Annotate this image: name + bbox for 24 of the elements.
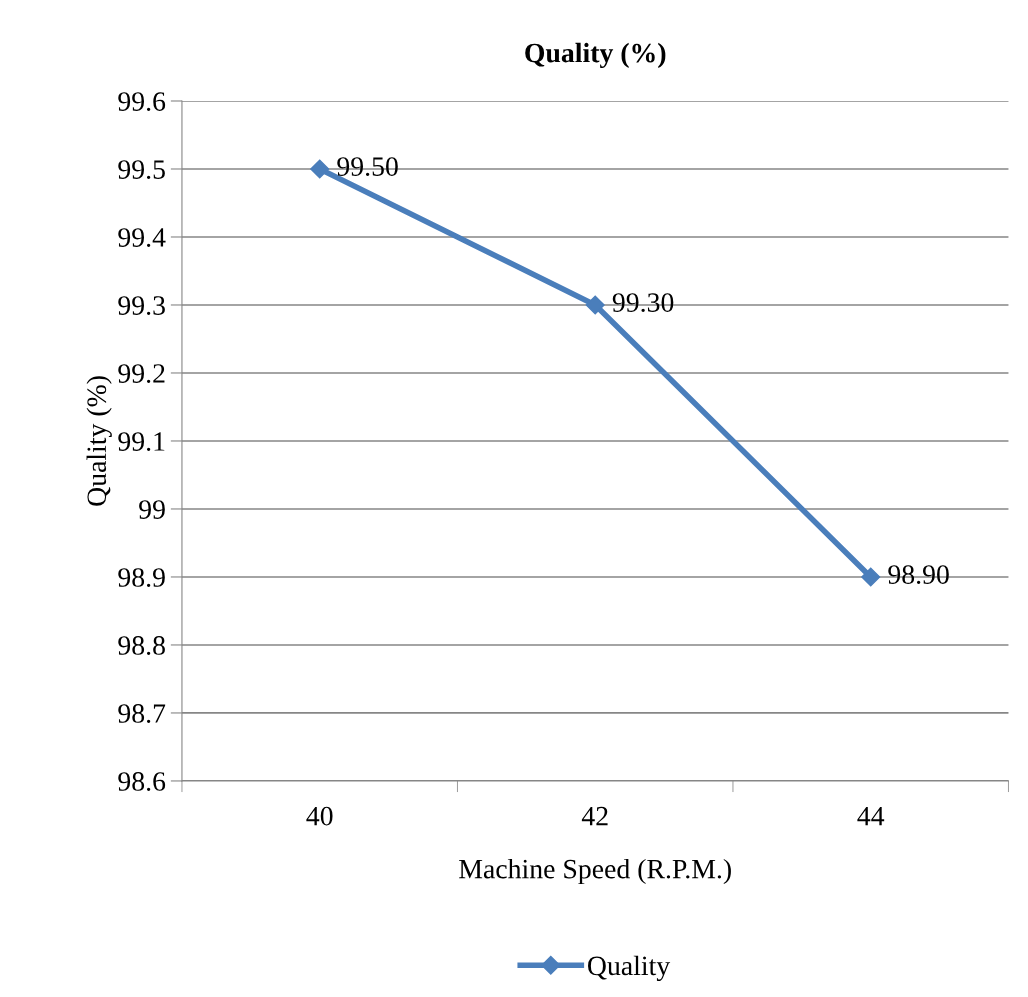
y-tick-label: 99.1 (118, 432, 165, 452)
y-tick-label: 99.4 (118, 228, 166, 248)
data-label: 99.30 (612, 293, 674, 313)
x-tick-label: 40 (306, 806, 333, 826)
point (585, 295, 605, 315)
data-label: 99.50 (337, 157, 398, 177)
point (310, 159, 330, 179)
chart-title: Quality (%) (525, 42, 666, 69)
data-label: 98.90 (888, 565, 949, 585)
y-tick-label: 99.6 (118, 92, 166, 112)
y-tick-label: 99.3 (118, 296, 165, 316)
y-axis-title: Quality (%) (86, 376, 112, 506)
legend-label: Quality (588, 955, 671, 981)
y-tick-label: 99 (139, 500, 165, 519)
y-tick-label: 98.6 (118, 772, 166, 791)
y-tick-label: 98.9 (118, 568, 165, 587)
y-tick-label: 98.8 (118, 636, 165, 655)
x-axis-title: Machine Speed (R.P.M.) (459, 858, 731, 885)
x-tick-label: 44 (857, 806, 885, 826)
y-tick-label: 99.2 (118, 364, 165, 384)
y-tick-label: 99.5 (118, 160, 165, 180)
x-tick-label: 42 (581, 806, 608, 826)
y-tick-label: 98.7 (118, 704, 166, 723)
point (861, 567, 881, 587)
